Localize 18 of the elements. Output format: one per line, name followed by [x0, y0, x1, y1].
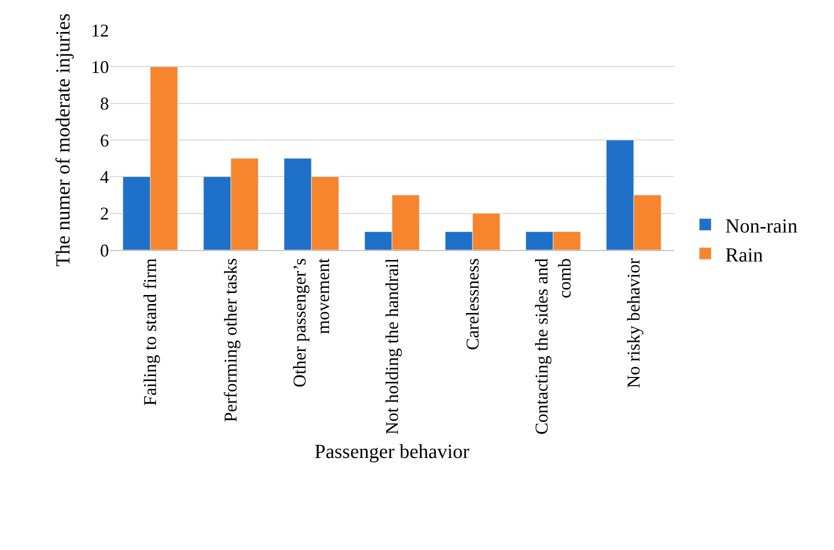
- y-tick-label: 2: [100, 204, 109, 224]
- legend-label: Rain: [725, 244, 764, 266]
- y-axis-title: The numer of moderate injuries: [52, 13, 74, 267]
- y-tick-label: 8: [100, 94, 109, 114]
- y-tick-label: 10: [91, 56, 109, 77]
- y-tick-label: 12: [91, 20, 109, 40]
- x-tick-label: Not holding the handrail: [382, 258, 402, 435]
- x-tick-label: Performing other tasks: [220, 258, 241, 422]
- x-tick-label: No risky behavior: [624, 258, 644, 388]
- x-tick-label: Contacting the sides and comb: [531, 258, 575, 435]
- y-tick-label: 4: [100, 166, 109, 187]
- x-tick-label: Failing to stand firm: [140, 258, 160, 406]
- y-tick-label: 0: [100, 240, 109, 260]
- legend-label: Non-rain: [725, 215, 798, 238]
- y-tick-label: 6: [100, 130, 109, 150]
- x-tick-label: Carelessness: [462, 258, 482, 350]
- x-axis-title: Passenger behavior: [314, 441, 470, 464]
- x-tick-label: Other passenger’s movement: [290, 258, 333, 388]
